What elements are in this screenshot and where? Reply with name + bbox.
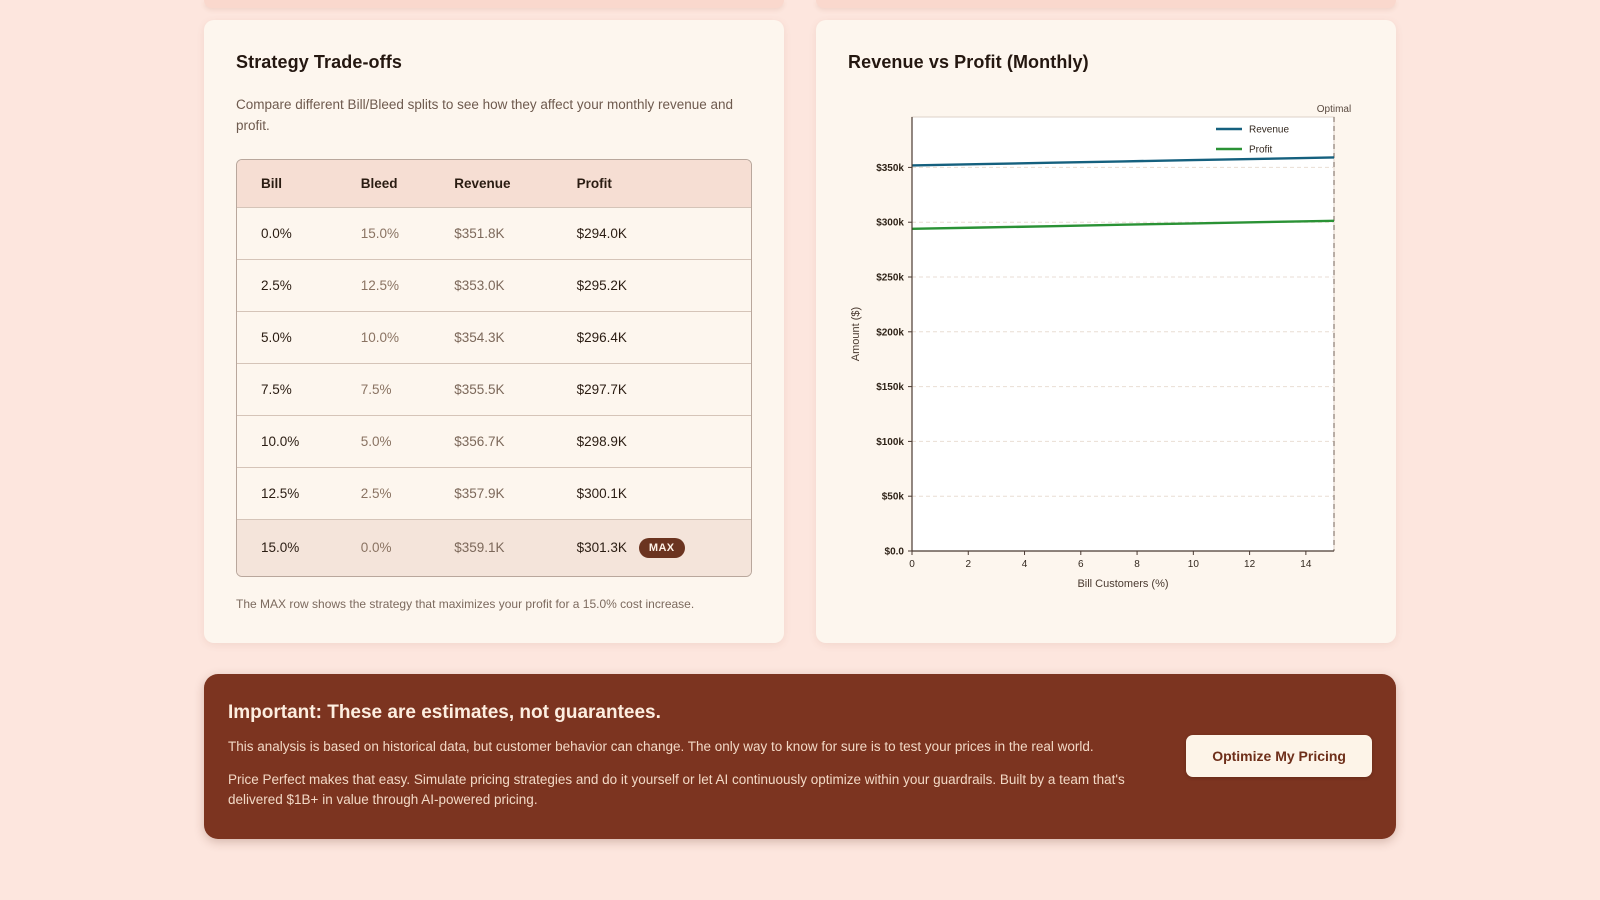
y-tick-label: $150k bbox=[876, 382, 904, 393]
cell-bleed: 5.0% bbox=[336, 414, 431, 468]
y-axis-label: Amount ($) bbox=[850, 307, 862, 361]
tradeoffs-card-description: Compare different Bill/Bleed splits to s… bbox=[236, 97, 734, 133]
partial-card-above-left bbox=[204, 0, 784, 8]
cell-revenue: $355.5K bbox=[430, 362, 553, 416]
cell-revenue: $353.0K bbox=[430, 258, 553, 312]
disclaimer-banner: Important: These are estimates, not guar… bbox=[204, 673, 1396, 839]
strategy-tradeoffs-card: Strategy Trade-offs Compare different Bi… bbox=[204, 20, 784, 643]
table-row: 12.5% 2.5% $357.9K $300.1K bbox=[237, 466, 751, 520]
cell-bleed: 15.0% bbox=[336, 206, 431, 260]
x-tick-label: 14 bbox=[1300, 559, 1312, 570]
table-row: 2.5% 12.5% $353.0K $295.2K bbox=[237, 258, 751, 312]
banner-paragraph-1: This analysis is based on historical dat… bbox=[228, 738, 1094, 754]
table-row: 15.0% 0.0% $359.1K $301.3K MAX bbox=[237, 518, 751, 576]
tradeoffs-table-body: 0.0% 15.0% $351.8K $294.0K 2.5% 12.5% $353.0K $… bbox=[237, 206, 751, 576]
cell-bleed: 7.5% bbox=[336, 362, 431, 416]
cell-profit: $298.9K bbox=[552, 414, 751, 468]
cell-revenue: $359.1K bbox=[430, 518, 553, 576]
y-tick-label: $100k bbox=[876, 437, 904, 448]
banner-title: Important: These are estimates, not guar… bbox=[228, 701, 661, 723]
cell-profit: $300.1K bbox=[552, 466, 751, 520]
cell-bill: 7.5% bbox=[237, 362, 337, 416]
optimize-pricing-button[interactable]: Optimize My Pricing bbox=[1186, 735, 1372, 778]
legend-label: Revenue bbox=[1249, 125, 1289, 136]
y-tick-label: $50k bbox=[882, 492, 905, 503]
x-tick-label: 2 bbox=[965, 559, 971, 570]
y-tick-label: $200k bbox=[876, 327, 904, 338]
table-row: 5.0% 10.0% $354.3K $296.4K bbox=[237, 310, 751, 364]
cell-profit: $301.3K MAX bbox=[552, 518, 751, 576]
table-row: 0.0% 15.0% $351.8K $294.0K bbox=[237, 206, 751, 260]
cell-revenue: $351.8K bbox=[430, 206, 553, 260]
cell-revenue: $357.9K bbox=[430, 466, 553, 520]
scrolled-cards-above bbox=[204, 0, 1396, 8]
x-tick-label: 8 bbox=[1134, 559, 1140, 570]
optimal-label: Optimal bbox=[1317, 104, 1351, 115]
tradeoffs-table: Bill Bleed Revenue Profit 0.0% 15.0% $351.8K $… bbox=[237, 159, 751, 576]
chart-card-title: Revenue vs Profit (Monthly) bbox=[848, 52, 1089, 72]
x-tick-label: 12 bbox=[1244, 559, 1256, 570]
banner-text-block: Important: These are estimates, not guar… bbox=[228, 702, 1138, 811]
tradeoffs-table-shell: Bill Bleed Revenue Profit 0.0% 15.0% $351.8K $… bbox=[236, 158, 752, 577]
column-header-bill: Bill bbox=[261, 175, 283, 191]
cards-row: Strategy Trade-offs Compare different Bi… bbox=[204, 20, 1396, 643]
page: Strategy Trade-offs Compare different Bi… bbox=[204, 0, 1396, 839]
cell-bleed: 12.5% bbox=[336, 258, 431, 312]
table-row: 10.0% 5.0% $356.7K $298.9K bbox=[237, 414, 751, 468]
revenue-profit-chart-card: Revenue vs Profit (Monthly) $0.0 $50k $100… bbox=[816, 20, 1396, 643]
cell-bill: 15.0% bbox=[237, 518, 337, 576]
cell-bill: 5.0% bbox=[237, 310, 337, 364]
column-header-profit: Profit bbox=[576, 175, 612, 191]
chart-svg: $0.0 $50k $100k $150k $200k $250k $300k $350k 0 2… bbox=[850, 104, 1351, 590]
plot-background bbox=[911, 116, 1335, 552]
cell-bill: 2.5% bbox=[237, 258, 337, 312]
cell-bleed: 0.0% bbox=[336, 518, 431, 576]
cell-revenue: $354.3K bbox=[430, 310, 553, 364]
chart-area: $0.0 $50k $100k $150k $200k $250k $300k $350k 0 2… bbox=[848, 103, 1364, 608]
x-tick-label: 0 bbox=[909, 559, 915, 570]
y-tick-label: $300k bbox=[876, 218, 904, 229]
y-tick-label: $250k bbox=[876, 273, 904, 284]
cell-profit: $295.2K bbox=[552, 258, 751, 312]
tradeoffs-card-title: Strategy Trade-offs bbox=[236, 52, 402, 72]
table-header-row: Bill Bleed Revenue Profit bbox=[237, 159, 751, 208]
legend-label: Profit bbox=[1249, 145, 1273, 156]
banner-paragraph-2: Price Perfect makes that easy. Simulate … bbox=[228, 772, 1125, 808]
cell-bill: 12.5% bbox=[237, 466, 337, 520]
cell-bill: 10.0% bbox=[237, 414, 337, 468]
y-tick-label: $0.0 bbox=[885, 547, 905, 558]
max-badge: MAX bbox=[638, 537, 685, 558]
cell-profit: $296.4K bbox=[552, 310, 751, 364]
x-axis-label: Bill Customers (%) bbox=[1077, 578, 1168, 590]
table-row: 7.5% 7.5% $355.5K $297.7K bbox=[237, 362, 751, 416]
cell-bleed: 2.5% bbox=[336, 466, 431, 520]
x-tick-label: 6 bbox=[1078, 559, 1084, 570]
column-header-bleed: Bleed bbox=[360, 175, 398, 191]
x-tick-label: 10 bbox=[1188, 559, 1200, 570]
profit-line bbox=[911, 219, 1335, 230]
cell-profit: $294.0K bbox=[552, 206, 751, 260]
revenue-line bbox=[911, 156, 1335, 167]
table-footnote: The MAX row shows the strategy that maxi… bbox=[236, 596, 695, 611]
column-header-revenue: Revenue bbox=[454, 175, 511, 191]
cell-bleed: 10.0% bbox=[336, 310, 431, 364]
y-tick-label: $350k bbox=[876, 163, 904, 174]
chart-legend: Revenue Profit bbox=[1216, 125, 1289, 156]
cell-revenue: $356.7K bbox=[430, 414, 553, 468]
x-tick-label: 4 bbox=[1022, 559, 1028, 570]
cell-profit: $297.7K bbox=[552, 362, 751, 416]
partial-card-above-right bbox=[816, 0, 1396, 8]
cell-bill: 0.0% bbox=[237, 206, 337, 260]
